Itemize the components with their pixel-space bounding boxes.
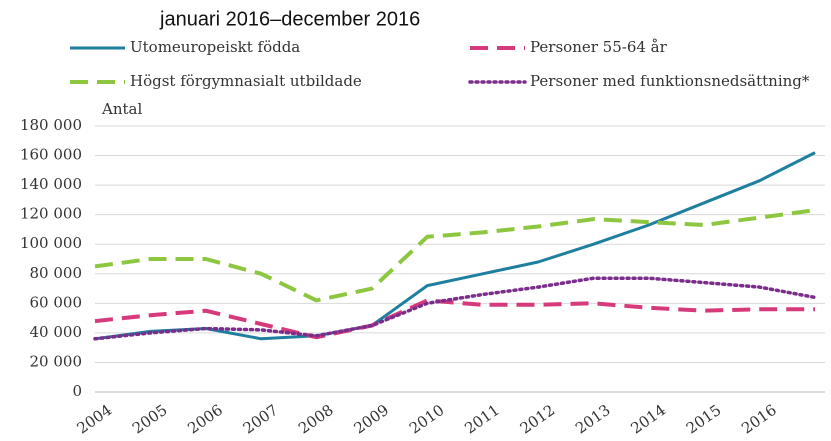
legend-label: Personer 55-64 år bbox=[530, 38, 668, 56]
x-tick-label: 2014 bbox=[627, 401, 669, 438]
y-tick-label: 0 bbox=[72, 382, 82, 400]
x-tick-label: 2015 bbox=[683, 401, 725, 438]
x-tick-label: 2008 bbox=[295, 401, 337, 438]
x-tick-label: 2005 bbox=[129, 401, 171, 438]
y-tick-label: 20 000 bbox=[30, 352, 83, 370]
y-tick-label: 80 000 bbox=[30, 264, 83, 282]
y-tick-label: 40 000 bbox=[30, 323, 83, 341]
legend-label: Personer med funktionsnedsättning* bbox=[530, 72, 810, 90]
legend-label: Utomeuropeiskt födda bbox=[130, 38, 300, 56]
y-tick-label: 120 000 bbox=[20, 205, 82, 223]
x-tick-label: 2016 bbox=[738, 401, 780, 438]
series-line bbox=[94, 298, 815, 340]
x-tick-label: 2012 bbox=[517, 401, 559, 438]
series-line bbox=[94, 208, 816, 303]
chart-subtitle: januari 2016–december 2016 bbox=[159, 8, 420, 30]
y-tick-label: 140 000 bbox=[20, 175, 82, 193]
x-tick-label: 2013 bbox=[572, 401, 614, 438]
y-tick-label: 100 000 bbox=[20, 234, 82, 252]
y-tick-label: 60 000 bbox=[30, 293, 83, 311]
x-tick-label: 2010 bbox=[406, 401, 448, 438]
series-line bbox=[93, 276, 817, 341]
y-axis-label: Antal bbox=[101, 100, 142, 118]
x-tick-label: 2011 bbox=[461, 401, 503, 438]
x-tick-label: 2004 bbox=[74, 401, 116, 438]
y-tick-label: 180 000 bbox=[20, 116, 82, 134]
x-tick-label: 2006 bbox=[184, 401, 226, 438]
x-tick-label: 2007 bbox=[240, 401, 282, 438]
x-tick-label: 2009 bbox=[351, 401, 393, 438]
legend-label: Högst förgymnasialt utbildade bbox=[130, 72, 362, 90]
y-tick-label: 160 000 bbox=[20, 146, 82, 164]
